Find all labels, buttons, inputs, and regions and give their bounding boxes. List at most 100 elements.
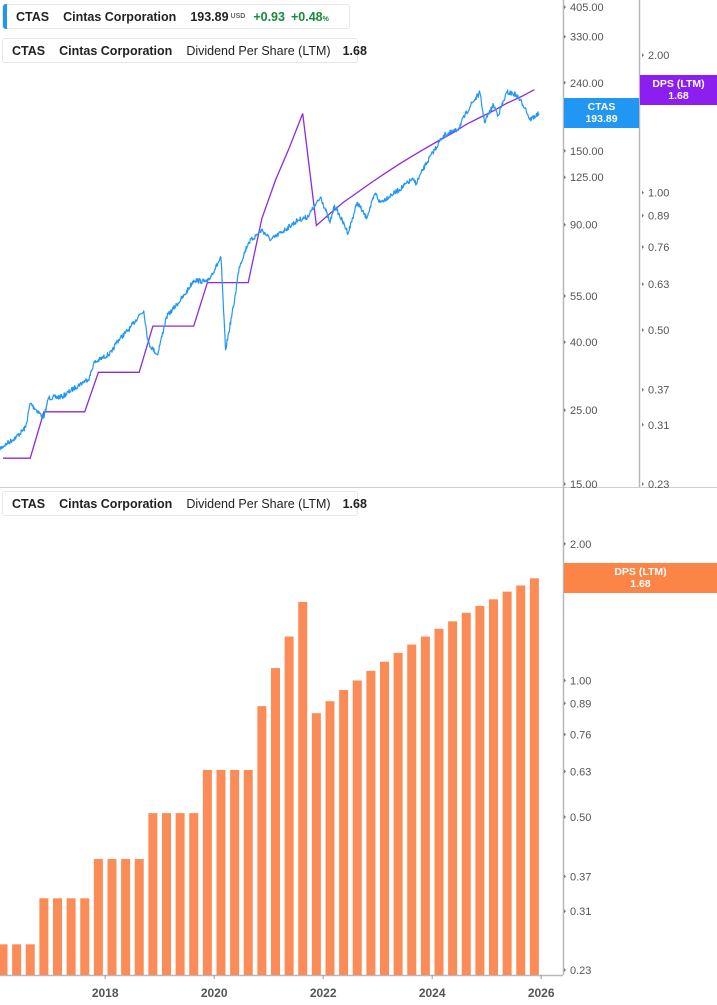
price-tick-label: 15.00 [570, 479, 598, 491]
price-line [0, 89, 540, 452]
dps-bar [366, 670, 376, 975]
dps-bar [298, 601, 308, 975]
price-legend[interactable]: CTAS Cintas Corporation 193.89 USD +0.93… [2, 4, 350, 29]
x-tick-label: 2018 [92, 986, 119, 1000]
dps-tick-label: 0.31 [648, 420, 669, 432]
lines [0, 89, 540, 459]
bar-tick-label-mark [564, 541, 566, 546]
price-tick-label: 240.00 [570, 78, 604, 90]
dps-bar [107, 859, 117, 975]
dps-bar [243, 769, 253, 975]
x-tick-label: 2020 [201, 986, 228, 1000]
tick-labels: 405.00 330.00 240.00 150.00 125.00 90.00 55.00… [92, 2, 670, 1000]
legend-company: Cintas Corporation [63, 9, 177, 24]
dps-legend-top[interactable]: CTAS Cintas Corporation Dividend Per Sha… [2, 38, 367, 63]
bar-tick-label: 1.00 [570, 675, 591, 687]
price-tick-label-mark [564, 175, 566, 180]
price-tag-label: CTAS [587, 101, 616, 113]
dps-bar [80, 898, 90, 975]
dps-bar [257, 706, 267, 975]
price-tick-label: 405.00 [570, 2, 604, 14]
price-tick-label-mark [564, 293, 566, 298]
price-tick-label: 125.00 [570, 172, 604, 184]
dps-tick-label-mark [642, 190, 644, 195]
price-tick-label-mark [564, 222, 566, 227]
bar-tick-label: 2.00 [570, 539, 591, 551]
dps-line [3, 89, 535, 459]
dps-bar [393, 652, 403, 975]
dps-bar [202, 769, 212, 975]
dps-bar [325, 701, 335, 975]
dps-tag-value: 1.68 [630, 578, 651, 590]
bar-tick-label-mark [564, 769, 566, 774]
price-tag-value: 193.89 [585, 113, 618, 125]
dps-bar [121, 859, 131, 975]
dps-tick-label-mark [642, 482, 644, 486]
dps-bar [216, 769, 226, 975]
bar-tick-label-mark [564, 968, 566, 972]
dps-tick-label: 0.76 [648, 242, 669, 254]
pct-sign: % [322, 15, 329, 23]
bar-tick-label-mark [564, 678, 566, 683]
price-tick-label-mark [564, 482, 566, 486]
dps-tick-label-mark [642, 282, 644, 287]
legend-company: Cintas Corporation [59, 43, 173, 58]
dps-tick-label: 1.00 [648, 188, 669, 200]
legend-value: 1.68 [342, 43, 367, 58]
price-tick-label-mark [564, 34, 566, 39]
dps-bar [434, 628, 444, 975]
legend-change-pct: +0.48% [291, 10, 329, 24]
dps-tag-bottom: DPS (LTM) 1.68 [564, 563, 717, 593]
dps-bar [311, 713, 321, 975]
price-tick-label-mark [564, 80, 566, 85]
dps-tick-label-mark [642, 387, 644, 392]
price-tick-label: 150.00 [570, 146, 604, 158]
dps-tag-label: DPS (LTM) [614, 566, 667, 578]
dps-tick-label: 0.50 [648, 325, 669, 337]
price-tag: CTAS 193.89 [564, 98, 639, 128]
legend-currency: USD [230, 13, 246, 20]
dps-bar [134, 859, 144, 975]
price-tick-label-mark [564, 340, 566, 345]
price-tick-label-mark [564, 148, 566, 153]
x-tick-label: 2022 [310, 986, 337, 1000]
dps-bar [284, 636, 294, 975]
bar-tick-label-mark [564, 909, 566, 914]
dps-tick-label: 0.23 [648, 479, 669, 491]
dps-legend-bottom[interactable]: CTAS Cintas Corporation Dividend Per Sha… [2, 491, 367, 516]
legend-value: 1.68 [342, 496, 367, 511]
dps-bar [352, 680, 362, 975]
dps-bar [12, 944, 22, 975]
price-tick-label-mark [564, 408, 566, 413]
pct-value: +0.48 [290, 9, 323, 24]
legend-company: Cintas Corporation [59, 496, 173, 511]
bar-tick-label: 0.37 [570, 871, 591, 883]
legend-change: +0.93 [253, 9, 285, 24]
bar-tick-label: 0.23 [570, 965, 591, 977]
dps-tick-label-mark [642, 213, 644, 218]
dps-bar [25, 944, 35, 975]
price-tick-label-mark [564, 5, 566, 10]
dps-bar [39, 898, 49, 975]
dps-bar [93, 859, 103, 975]
bar-tick-label: 0.50 [570, 812, 591, 824]
price-tick-label: 330.00 [570, 32, 604, 44]
dps-bar [502, 591, 512, 975]
price-series-color [3, 4, 7, 29]
dps-bar [175, 813, 185, 975]
bar-tick-label-mark [564, 815, 566, 820]
dps-bar [52, 898, 62, 975]
price-tick-label: 40.00 [570, 337, 598, 349]
bar-tick-label: 0.89 [570, 698, 591, 710]
dps-bar [448, 621, 458, 975]
dps-tick-label: 2.00 [648, 50, 669, 62]
legend-indicator: Dividend Per Share (LTM) [186, 496, 331, 511]
dps-bar [0, 944, 8, 975]
dps-bar [529, 578, 539, 975]
dps-tick-label-mark [642, 422, 644, 427]
legend-ticker: CTAS [16, 9, 50, 24]
price-tick-label: 90.00 [570, 220, 598, 232]
dps-bar [488, 599, 498, 975]
dps-bar [339, 689, 349, 975]
